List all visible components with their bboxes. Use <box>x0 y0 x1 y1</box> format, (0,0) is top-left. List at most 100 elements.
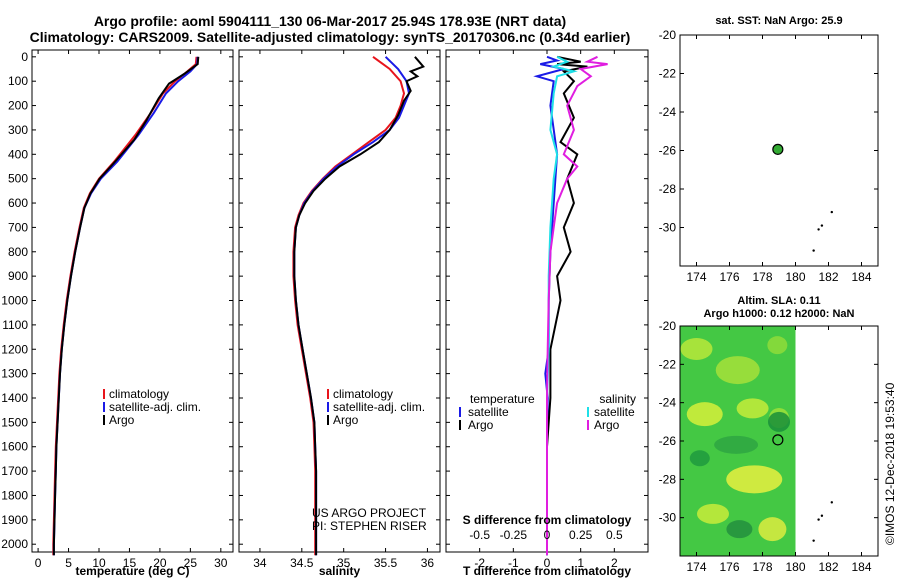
coast-island <box>820 514 824 517</box>
coast-island <box>830 501 833 504</box>
difference-chart: -2 -1 0 1 2T difference from climatology temp… <box>445 49 649 578</box>
lat-tick-label: -26 <box>659 144 677 158</box>
depth-tick-label: 0 <box>21 50 28 64</box>
series-salinity-argo <box>546 55 608 556</box>
legend-label: satellite-adj. clim. <box>109 400 201 414</box>
x-tick-label: 34.5 <box>290 556 314 570</box>
secondary-tick-label: 0.25 <box>569 528 593 542</box>
series-argo <box>52 56 200 556</box>
x-tick-label: 10 <box>92 556 106 570</box>
lon-tick-label: 180 <box>785 560 805 574</box>
float-marker <box>772 434 784 446</box>
timestamp: ©IMOS 12-Dec-2018 19:53:40 <box>883 382 897 545</box>
depth-tick-label: 100 <box>8 74 28 88</box>
series-temperature-argo <box>546 55 588 556</box>
x-tick-label: 0 <box>544 556 551 570</box>
x-tick-label: 0 <box>35 556 42 570</box>
legend-label: satellite <box>468 405 509 419</box>
sla-anomaly-patch <box>715 356 760 385</box>
map-title-line-1: Altim. SLA: 0.11 <box>737 295 820 307</box>
map-title: sat. SST: NaN Argo: 25.9 <box>715 15 842 27</box>
lat-tick-label: -24 <box>659 105 677 119</box>
sla-anomaly-patch <box>726 465 783 494</box>
depth-tick-label: 1500 <box>1 415 28 429</box>
map-title-line-2: Argo h1000: 0.12 h2000: NaN <box>703 308 854 320</box>
depth-tick-label: 2000 <box>1 537 28 551</box>
sla-anomaly-patch <box>767 336 788 355</box>
series-climatology <box>52 56 198 556</box>
depth-tick-label: 1400 <box>1 391 28 405</box>
depth-tick-label: 1900 <box>1 513 28 527</box>
secondary-tick-label: -0.5 <box>469 528 490 542</box>
x-tick-label: 1 <box>577 556 584 570</box>
x-axis-label: temperature (deg C) <box>75 564 189 578</box>
x-tick-label: 5 <box>65 556 72 570</box>
sla-anomaly-patch <box>686 402 723 427</box>
sla-anomaly-patch <box>714 435 759 454</box>
legend-label: satellite <box>594 405 635 419</box>
lat-tick-label: -26 <box>659 434 677 448</box>
sla-map: 174 176 178 180 182 184 -20 -22 -24 -26 -28 -30 Alti… <box>659 295 879 574</box>
float-marker <box>772 143 784 155</box>
legend-label: Argo <box>109 413 135 427</box>
lon-tick-label: 174 <box>686 270 706 284</box>
secondary-tick-label: -0.25 <box>500 528 528 542</box>
depth-tick-label: 500 <box>8 172 28 186</box>
salinity-frame <box>238 49 441 553</box>
secondary-axis-label: S difference from climatology <box>463 513 632 527</box>
lat-tick-label: -22 <box>659 357 677 371</box>
x-axis-label: salinity <box>319 564 361 578</box>
series-salinity-satellite <box>546 55 578 556</box>
x-tick-label: -2 <box>474 556 485 570</box>
credit-line-1: US ARGO PROJECT <box>312 506 427 520</box>
sla-anomaly-patch <box>758 517 787 542</box>
sst-map: 174 176 178 180 182 184 -20 -22 -24 -26 -28 -30 sat.… <box>659 15 879 284</box>
series-argo <box>293 56 425 556</box>
series-satellite-adj-clim- <box>293 56 411 556</box>
depth-tick-label: 300 <box>8 123 28 137</box>
x-tick-label: 20 <box>153 556 167 570</box>
coast-island <box>820 224 824 227</box>
depth-tick-label: 1000 <box>1 294 28 308</box>
depth-tick-label: 1300 <box>1 367 28 381</box>
x-tick-label: 35 <box>337 556 351 570</box>
sla-anomaly-patch <box>680 338 713 360</box>
salinity-chart: 34 34.5 35 35.5 36 salinity climatologysatelli… <box>238 49 441 578</box>
x-tick-label: 25 <box>184 556 198 570</box>
depth-tick-label: 1600 <box>1 440 28 454</box>
legend-label: Argo <box>333 413 359 427</box>
sla-anomaly-patch <box>689 450 710 467</box>
lon-tick-label: 184 <box>851 270 871 284</box>
title-line-2: Climatology: CARS2009. Satellite-adjuste… <box>30 29 631 45</box>
series-satellite-adj-clim- <box>52 56 199 556</box>
x-tick-label: 2 <box>611 556 618 570</box>
lat-tick-label: -20 <box>659 319 677 333</box>
x-tick-label: 36 <box>421 556 435 570</box>
x-tick-label: 34 <box>253 556 267 570</box>
lon-tick-label: 174 <box>686 560 706 574</box>
coast-island <box>812 249 815 252</box>
depth-tick-label: 700 <box>8 220 28 234</box>
lat-tick-label: -28 <box>659 472 677 486</box>
secondary-tick-label: 0 <box>544 528 551 542</box>
lon-tick-label: 176 <box>719 560 739 574</box>
sla-anomaly-patch <box>768 411 790 432</box>
legend-label: Argo <box>468 418 494 432</box>
secondary-tick-label: 0.5 <box>606 528 623 542</box>
lon-tick-label: 178 <box>752 560 772 574</box>
x-tick-label: 35.5 <box>374 556 398 570</box>
lat-tick-label: -20 <box>659 28 677 42</box>
lon-tick-label: 180 <box>785 270 805 284</box>
lat-tick-label: -30 <box>659 221 677 235</box>
sla-anomaly-patch <box>697 503 729 524</box>
depth-tick-label: 1200 <box>1 342 28 356</box>
lat-tick-label: -24 <box>659 396 677 410</box>
temperature-chart: 0100200300400500600700800900100011001200… <box>1 49 234 578</box>
legend-title-temperature: temperature <box>470 392 535 406</box>
depth-tick-label: 800 <box>8 245 28 259</box>
coast-island <box>817 518 820 521</box>
title-line-1: Argo profile: aoml 5904111_130 06-Mar-20… <box>94 13 566 29</box>
coast-island <box>817 228 820 231</box>
lon-tick-label: 184 <box>851 560 871 574</box>
